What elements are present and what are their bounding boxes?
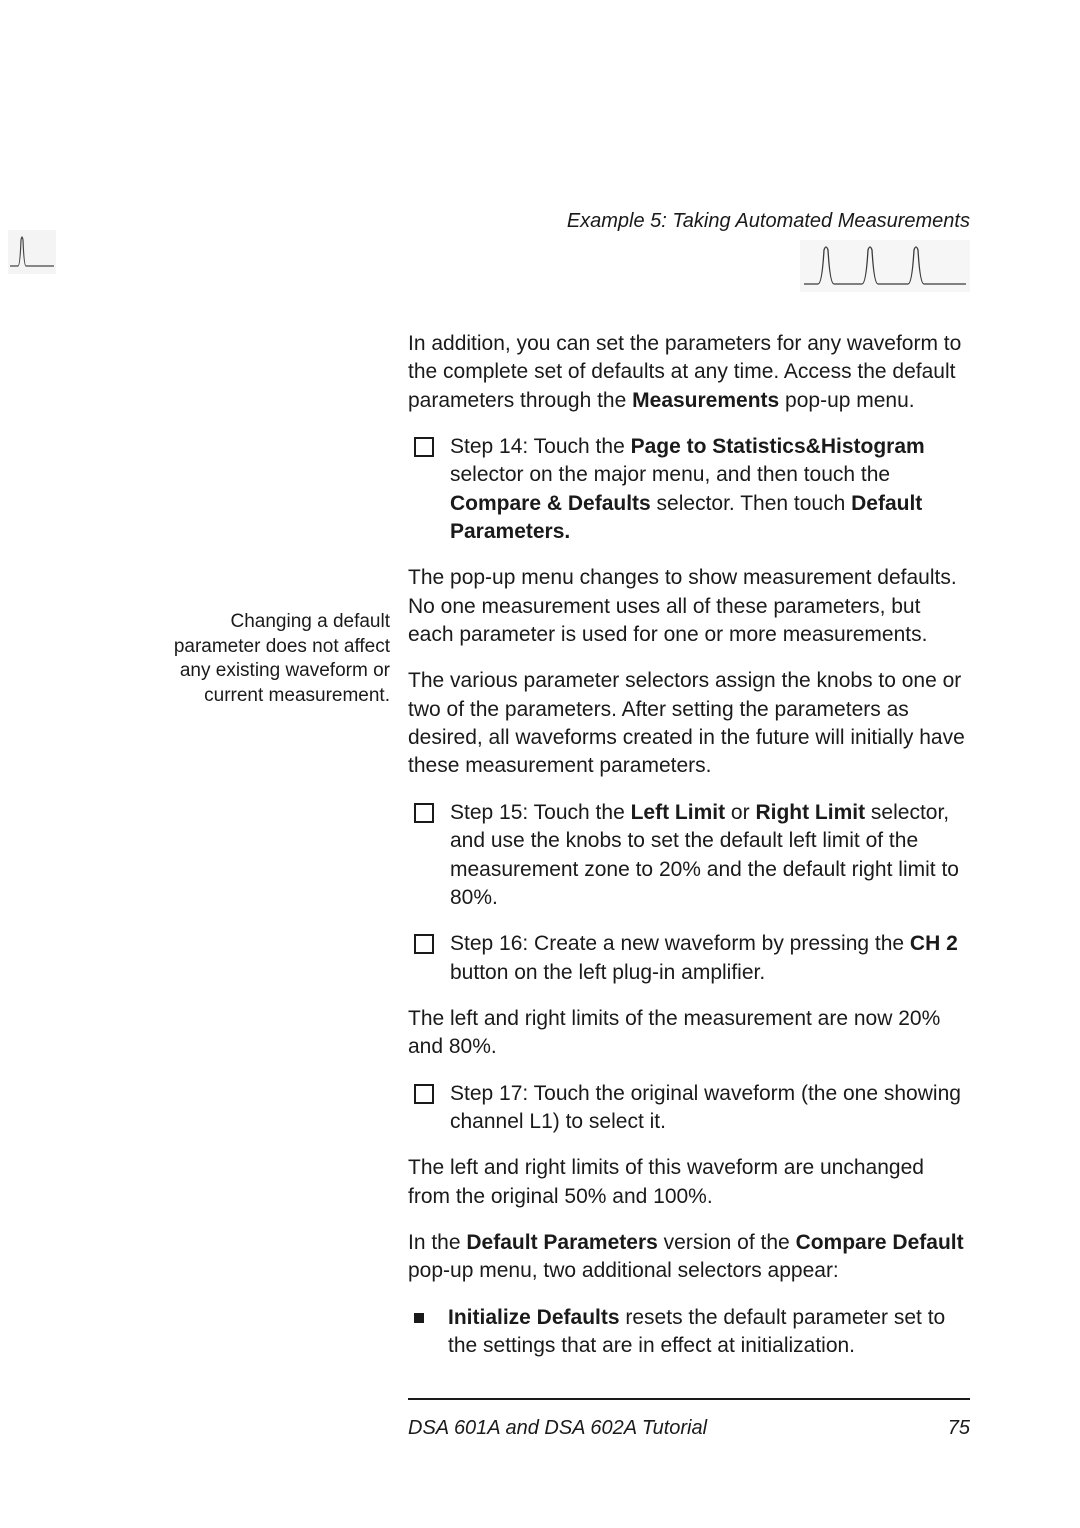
step-text: Step 14: Touch the Page to Statistics&Hi…: [450, 433, 970, 546]
paragraph: The various parameter selectors assign t…: [408, 667, 970, 780]
bullet-icon: [414, 1313, 424, 1323]
step-14: Step 14: Touch the Page to Statistics&Hi…: [408, 433, 970, 546]
bold-text: Page to Statistics&Histogram: [631, 435, 925, 458]
bold-text: Measurements: [632, 389, 779, 412]
text: pop-up menu, two additional selectors ap…: [408, 1259, 839, 1282]
paragraph: In the Default Parameters version of the…: [408, 1229, 970, 1286]
bullet-item: Initialize Defaults resets the default p…: [408, 1304, 970, 1361]
bold-text: Right Limit: [755, 801, 865, 824]
paragraph: The left and right limits of the measure…: [408, 1005, 970, 1062]
margin-note: Changing a default parameter does not af…: [170, 610, 390, 709]
checkbox-icon: [414, 803, 434, 823]
bold-text: Left Limit: [631, 801, 726, 824]
text: Step 16: Create a new waveform by pressi…: [450, 932, 910, 955]
bullet-text: Initialize Defaults resets the default p…: [448, 1304, 970, 1361]
step-text: Step 17: Touch the original waveform (th…: [450, 1080, 970, 1137]
text: or: [725, 801, 755, 824]
footer: DSA 601A and DSA 602A Tutorial 75: [408, 1417, 970, 1440]
text: selector on the major menu, and then tou…: [450, 463, 890, 486]
paragraph: In addition, you can set the parameters …: [408, 330, 970, 415]
checkbox-icon: [414, 1084, 434, 1104]
bold-text: Compare & Defaults: [450, 492, 651, 515]
step-text: Step 15: Touch the Left Limit or Right L…: [450, 799, 970, 912]
bold-text: Compare Default: [796, 1231, 964, 1254]
paragraph: The left and right limits of this wavefo…: [408, 1154, 970, 1211]
text: Step 15: Touch the: [450, 801, 631, 824]
checkbox-icon: [414, 934, 434, 954]
main-content: In addition, you can set the parameters …: [408, 330, 970, 1378]
paragraph: The pop-up menu changes to show measurem…: [408, 564, 970, 649]
waveform-header-icon: [800, 240, 970, 297]
page-number: 75: [948, 1417, 970, 1440]
step-16: Step 16: Create a new waveform by pressi…: [408, 930, 970, 987]
step-text: Step 16: Create a new waveform by pressi…: [450, 930, 970, 987]
footer-title: DSA 601A and DSA 602A Tutorial: [408, 1417, 707, 1440]
step-15: Step 15: Touch the Left Limit or Right L…: [408, 799, 970, 912]
checkbox-icon: [414, 437, 434, 457]
text: In the: [408, 1231, 466, 1254]
text: version of the: [658, 1231, 796, 1254]
bold-text: Default Parameters: [466, 1231, 657, 1254]
running-header: Example 5: Taking Automated Measurements: [567, 210, 970, 233]
text: button on the left plug-in amplifier.: [450, 961, 765, 984]
text: Step 14: Touch the: [450, 435, 631, 458]
text: pop-up menu.: [779, 389, 914, 412]
text: selector. Then touch: [651, 492, 851, 515]
step-17: Step 17: Touch the original waveform (th…: [408, 1080, 970, 1137]
bold-text: Initialize Defaults: [448, 1306, 620, 1329]
footer-rule: [408, 1398, 970, 1400]
bold-text: CH 2: [910, 932, 958, 955]
page: Example 5: Taking Automated Measurements…: [0, 0, 1080, 1528]
waveform-margin-icon: [8, 230, 56, 279]
